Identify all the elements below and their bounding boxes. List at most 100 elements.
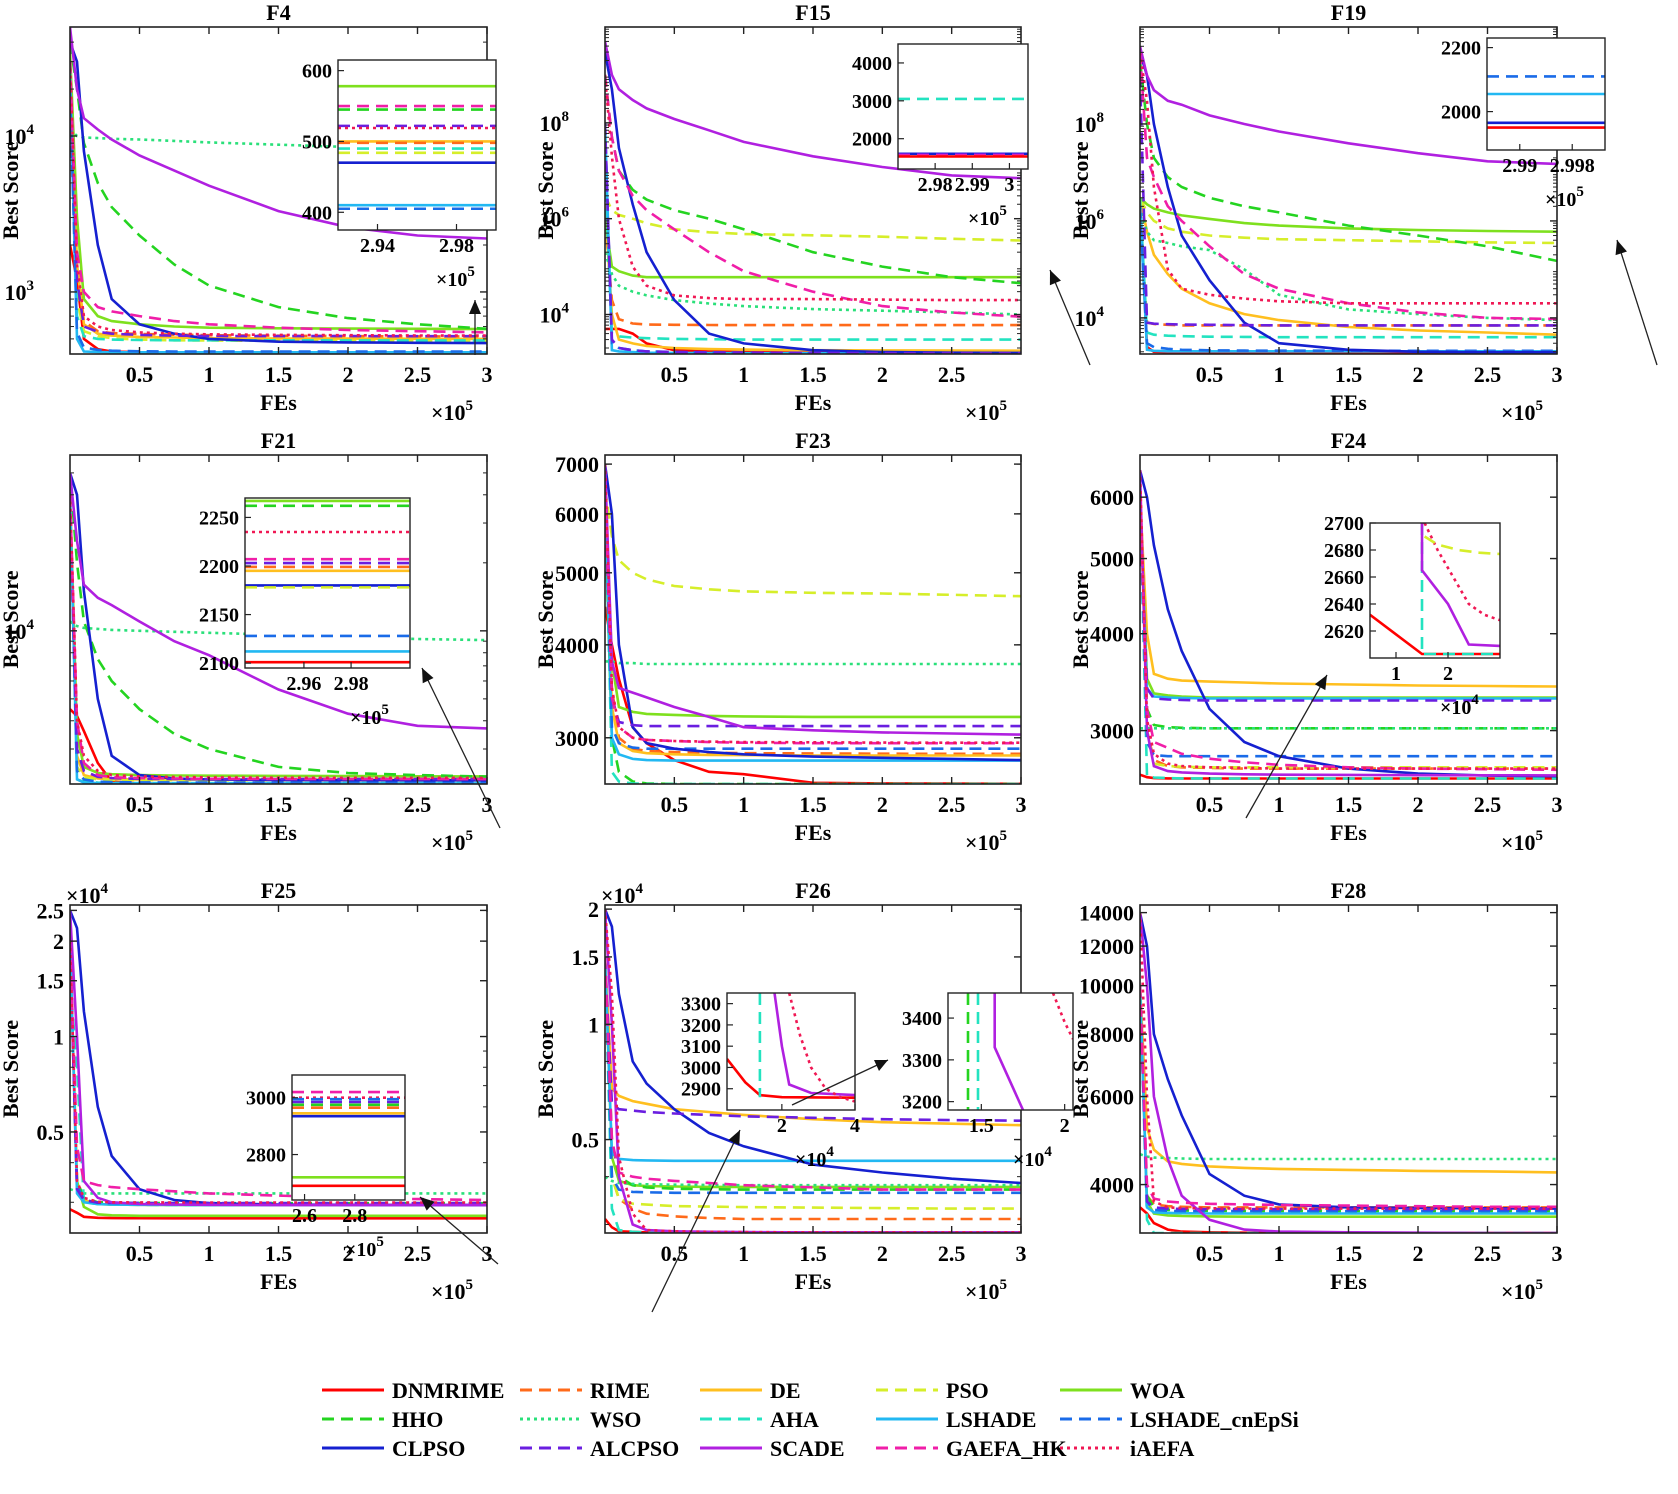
inset-x-tick-label: 2.96: [286, 673, 321, 695]
zoom-arrow: [651, 1129, 741, 1313]
legend-item-aha: AHA: [700, 1407, 819, 1432]
inset-y-tick-label: 2700: [1324, 513, 1364, 535]
inset-lines: [1370, 523, 1500, 656]
x-axis-label: FEs: [795, 1269, 832, 1294]
y-exponent: ×104: [601, 881, 644, 908]
inset-background: [245, 498, 410, 668]
inset-exponent: ×105: [1545, 184, 1584, 211]
inset-y-tick-label: 400: [302, 202, 332, 224]
y-tick-label-base: 10: [5, 124, 27, 149]
x-tick-label: 2.5: [938, 792, 966, 817]
x-exponent-base: ×10: [431, 400, 466, 425]
series-line-de: [605, 487, 1021, 757]
inset-x-tick-label: 2: [1443, 663, 1453, 685]
legend-item-lshade: LSHADE: [876, 1407, 1036, 1432]
inset-exponent-base: ×10: [1013, 1149, 1044, 1171]
inset-exponent-power: 5: [381, 702, 389, 718]
y-axis-label: Best Score: [1068, 141, 1093, 239]
x-exponent: ×105: [431, 398, 473, 425]
y-axis-label: Best Score: [533, 141, 558, 239]
series-line-clpso: [1140, 52, 1557, 354]
series-line-de: [1140, 197, 1557, 336]
y-exponent-power: 4: [101, 881, 109, 897]
legend-item-woa: WOA: [1060, 1378, 1185, 1403]
zoom-arrow-head: [420, 1197, 435, 1211]
zoom-arrow-head: [1615, 240, 1627, 256]
y-tick-label: 2: [53, 929, 64, 954]
series-line-hho: [70, 472, 487, 778]
inset-y-tick-label: 2640: [1324, 594, 1364, 616]
x-tick-label: 1: [738, 1241, 749, 1266]
zoom-arrow: [1049, 269, 1091, 366]
series-line-woa: [70, 941, 487, 1218]
y-tick-label: 3000: [1090, 719, 1134, 744]
x-tick-label: 2.5: [404, 1241, 432, 1266]
x-exponent-power: 5: [1000, 398, 1008, 414]
x-tick-label: 2.5: [1474, 792, 1502, 817]
series-line-wso: [605, 1175, 1021, 1187]
panel-f23: F23 0.5 1 1.5 2 2.5 3 FEs ×105 3000 4000 5000 6000 70…: [533, 428, 1027, 855]
series-line-iaefa: [1140, 912, 1557, 1210]
series-line-hho: [605, 513, 1021, 784]
legend-item-wso: WSO: [520, 1407, 641, 1432]
series-line-lshade: [1140, 985, 1557, 1215]
y-tick-label: 12000: [1079, 934, 1134, 959]
inset-frame: [947, 992, 1074, 1111]
x-tick-label: 3: [482, 1241, 493, 1266]
inset-x-tick-label: 2: [777, 1115, 787, 1137]
inset-exponent: ×104: [1440, 692, 1479, 719]
inset-frame: [1369, 522, 1501, 659]
inset-exponent-power: 5: [999, 203, 1007, 219]
y-tick-label: 104: [5, 617, 35, 644]
series-line-de: [1140, 497, 1557, 688]
y-tick-label: 108: [540, 109, 570, 136]
inset-f21: 2.96 2.98 2100 2150 2200 2250 ×105: [199, 497, 501, 829]
y-tick-label: 1: [588, 1012, 599, 1037]
inset-y-tick-label: 3000: [246, 1088, 286, 1110]
y-tick-label: 104: [540, 301, 570, 328]
series-line-lshade-cnepsi: [1140, 497, 1557, 758]
x-exponent-base: ×10: [1501, 830, 1536, 855]
inset-exponent: ×104: [1013, 1144, 1052, 1171]
y-tick-label: 4000: [555, 633, 599, 658]
inset-frame: [726, 992, 856, 1111]
legend-label: GAEFA_HK: [946, 1436, 1067, 1461]
inset-x-tick-label: 3: [1004, 174, 1014, 196]
inset-y-tick-label: 4000: [852, 53, 892, 75]
inset-background: [1370, 523, 1500, 658]
legend-label: PSO: [946, 1378, 989, 1403]
x-exponent-power: 5: [1000, 828, 1008, 844]
series-line-aha: [605, 170, 1021, 341]
inset-exponent-power: 4: [1044, 1144, 1052, 1160]
inset-x-tick-label: 2.99: [1502, 155, 1537, 177]
y-tick-label: 10000: [1079, 974, 1134, 999]
x-tick-label: 2.5: [938, 362, 966, 387]
x-exponent: ×105: [1501, 828, 1543, 855]
inset-exponent-base: ×10: [350, 707, 381, 729]
series-line-alcpso: [1140, 75, 1557, 327]
series-line-alcpso: [605, 122, 1021, 354]
x-tick-label: 1: [204, 362, 215, 387]
x-tick-label: 1.5: [1335, 362, 1363, 387]
inset-y-tick-label: 3300: [902, 1050, 942, 1072]
inset-lines: [245, 499, 410, 664]
series-line-aha: [1140, 985, 1557, 1233]
y-tick-label: 2.5: [37, 898, 65, 923]
x-exponent-base: ×10: [431, 1279, 466, 1304]
x-tick-label: 0.5: [661, 362, 689, 387]
x-axis-label: FEs: [795, 390, 832, 415]
y-tick-label: 6000: [1090, 1085, 1134, 1110]
series-line-lshade-cnepsi: [1140, 985, 1557, 1213]
inset-y-tick-label: 3200: [902, 1092, 942, 1114]
series-line-iaefa: [70, 61, 487, 337]
x-tick-label: 1.5: [1335, 792, 1363, 817]
x-axis-label: FEs: [1330, 820, 1367, 845]
plot-frame: [1139, 904, 1558, 1234]
legend-item-pso: PSO: [876, 1378, 989, 1403]
x-tick-label: 2: [1413, 1241, 1424, 1266]
inset-y-tick-label: 2100: [199, 653, 239, 675]
y-exponent-base: ×10: [66, 883, 101, 908]
x-exponent: ×105: [965, 828, 1007, 855]
inset-background: [727, 993, 855, 1110]
